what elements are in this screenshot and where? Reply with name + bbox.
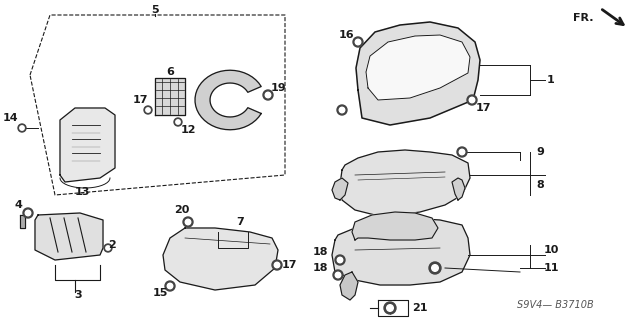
Text: 1: 1 [547,75,555,85]
Polygon shape [452,178,465,200]
Circle shape [106,246,110,250]
Text: 7: 7 [236,217,244,227]
Text: 10: 10 [543,245,559,255]
Text: S9V4— B3710B: S9V4— B3710B [516,300,593,310]
Circle shape [176,120,180,124]
Circle shape [165,281,175,291]
Circle shape [353,37,363,47]
Text: 13: 13 [74,187,90,197]
Text: 16: 16 [339,30,355,40]
Circle shape [387,305,394,311]
Polygon shape [60,108,115,182]
Text: 5: 5 [151,5,159,15]
Text: 19: 19 [270,83,286,93]
Text: 3: 3 [74,290,82,300]
Circle shape [18,124,26,132]
Circle shape [265,92,271,98]
Text: 4: 4 [14,200,22,210]
Circle shape [275,262,280,268]
Circle shape [263,90,273,100]
Polygon shape [20,215,25,228]
Circle shape [355,39,361,45]
Circle shape [183,217,193,227]
Circle shape [104,244,112,252]
Circle shape [429,262,441,274]
Circle shape [174,118,182,126]
Polygon shape [332,178,348,200]
Circle shape [337,105,347,115]
Text: 17: 17 [132,95,148,105]
Circle shape [384,302,396,314]
Circle shape [185,219,191,225]
Circle shape [335,255,345,265]
Polygon shape [195,70,261,130]
Circle shape [333,270,343,280]
Text: 11: 11 [543,263,559,273]
Text: 12: 12 [180,125,196,135]
Circle shape [467,95,477,105]
Polygon shape [340,272,358,300]
Circle shape [167,283,173,289]
Circle shape [469,97,475,103]
Polygon shape [155,78,185,115]
Text: 6: 6 [166,67,174,77]
Text: 2: 2 [108,240,116,250]
Text: 18: 18 [312,247,328,257]
Circle shape [457,147,467,157]
Text: 20: 20 [174,205,189,215]
Circle shape [432,265,438,271]
Polygon shape [352,212,438,240]
Text: 14: 14 [2,113,18,123]
Circle shape [146,108,150,112]
Circle shape [25,210,31,216]
Circle shape [144,106,152,114]
Text: 9: 9 [536,147,544,157]
Polygon shape [332,218,470,285]
Circle shape [20,126,24,130]
Text: 18: 18 [312,263,328,273]
Polygon shape [35,213,103,260]
Text: 8: 8 [536,180,544,190]
Circle shape [335,272,340,278]
Polygon shape [340,150,470,215]
Circle shape [460,149,465,155]
Circle shape [339,107,345,113]
Polygon shape [356,22,480,125]
Text: 17: 17 [281,260,297,270]
Circle shape [272,260,282,270]
Text: FR.: FR. [573,13,593,23]
Text: 21: 21 [412,303,428,313]
Text: 15: 15 [152,288,168,298]
Polygon shape [366,35,470,100]
Circle shape [337,257,343,263]
Polygon shape [163,228,278,290]
Circle shape [23,208,33,218]
Text: 17: 17 [476,103,491,113]
